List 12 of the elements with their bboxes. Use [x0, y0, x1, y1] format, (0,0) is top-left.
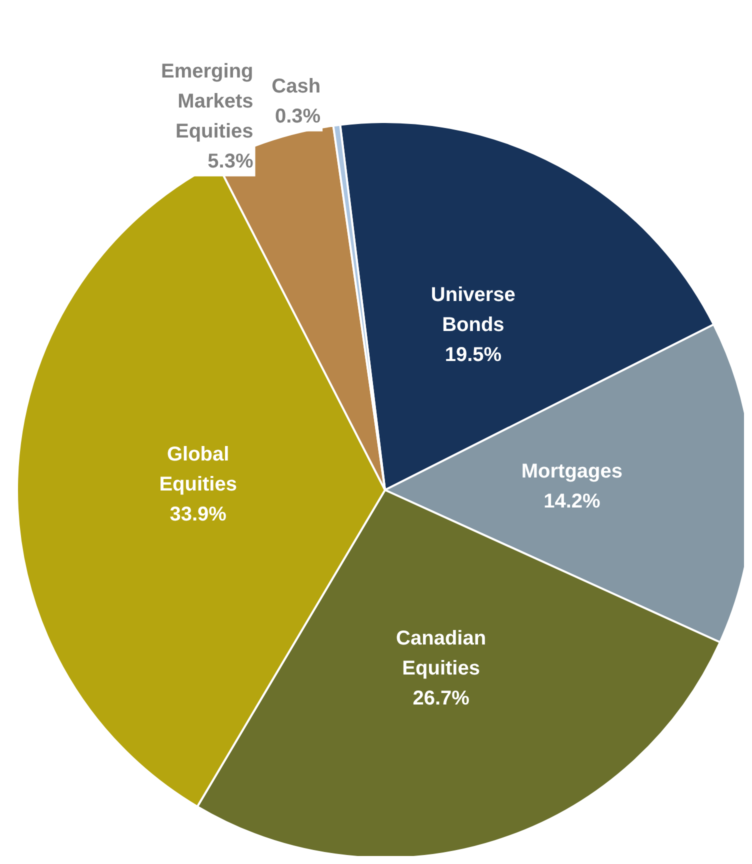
- slice-label: Mortgages: [521, 460, 623, 482]
- data-label: 14.2%: [544, 490, 601, 512]
- slice-label: Emerging Markets Equities: [161, 60, 254, 142]
- slice-label: Canadian Equities: [396, 627, 486, 680]
- data-label: 5.3%: [208, 150, 254, 172]
- slice-label: Universe Bonds: [430, 284, 516, 336]
- data-label: 33.9%: [170, 503, 227, 526]
- data-label: 0.3%: [274, 105, 321, 128]
- slice-label: Cash: [272, 75, 321, 98]
- data-label: 19.5%: [444, 344, 502, 366]
- data-label: 26.7%: [412, 687, 470, 710]
- slice-label: Global Equities: [159, 443, 237, 496]
